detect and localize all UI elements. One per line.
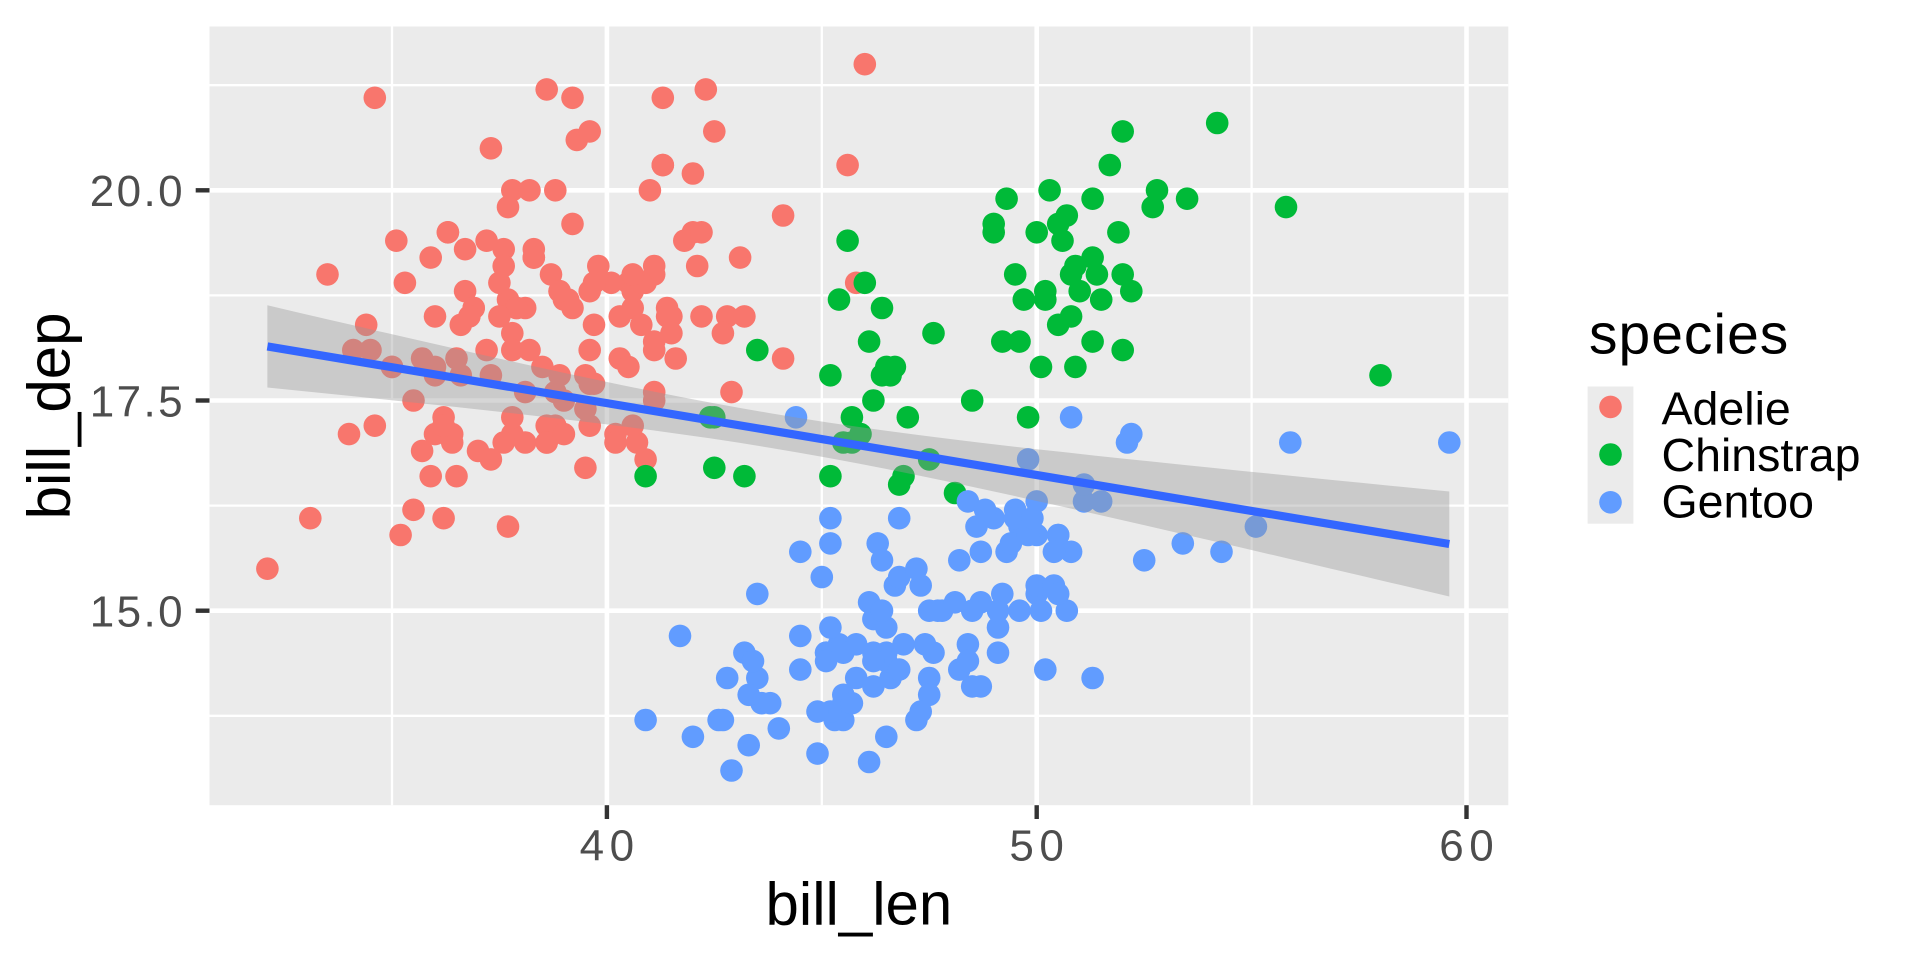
svg-text:40: 40 xyxy=(580,821,640,870)
svg-text:bill_dep: bill_dep xyxy=(15,312,82,519)
svg-text:species: species xyxy=(1589,302,1789,366)
svg-text:Adelie: Adelie xyxy=(1662,383,1791,435)
svg-text:20.0: 20.0 xyxy=(90,167,185,216)
svg-text:15.0: 15.0 xyxy=(90,588,185,637)
svg-text:bill_len: bill_len xyxy=(766,871,953,938)
svg-text:Gentoo: Gentoo xyxy=(1662,475,1815,527)
svg-text:50: 50 xyxy=(1009,821,1069,870)
svg-text:17.5: 17.5 xyxy=(90,377,185,426)
svg-text:60: 60 xyxy=(1439,821,1499,870)
svg-text:Chinstrap: Chinstrap xyxy=(1662,429,1861,481)
